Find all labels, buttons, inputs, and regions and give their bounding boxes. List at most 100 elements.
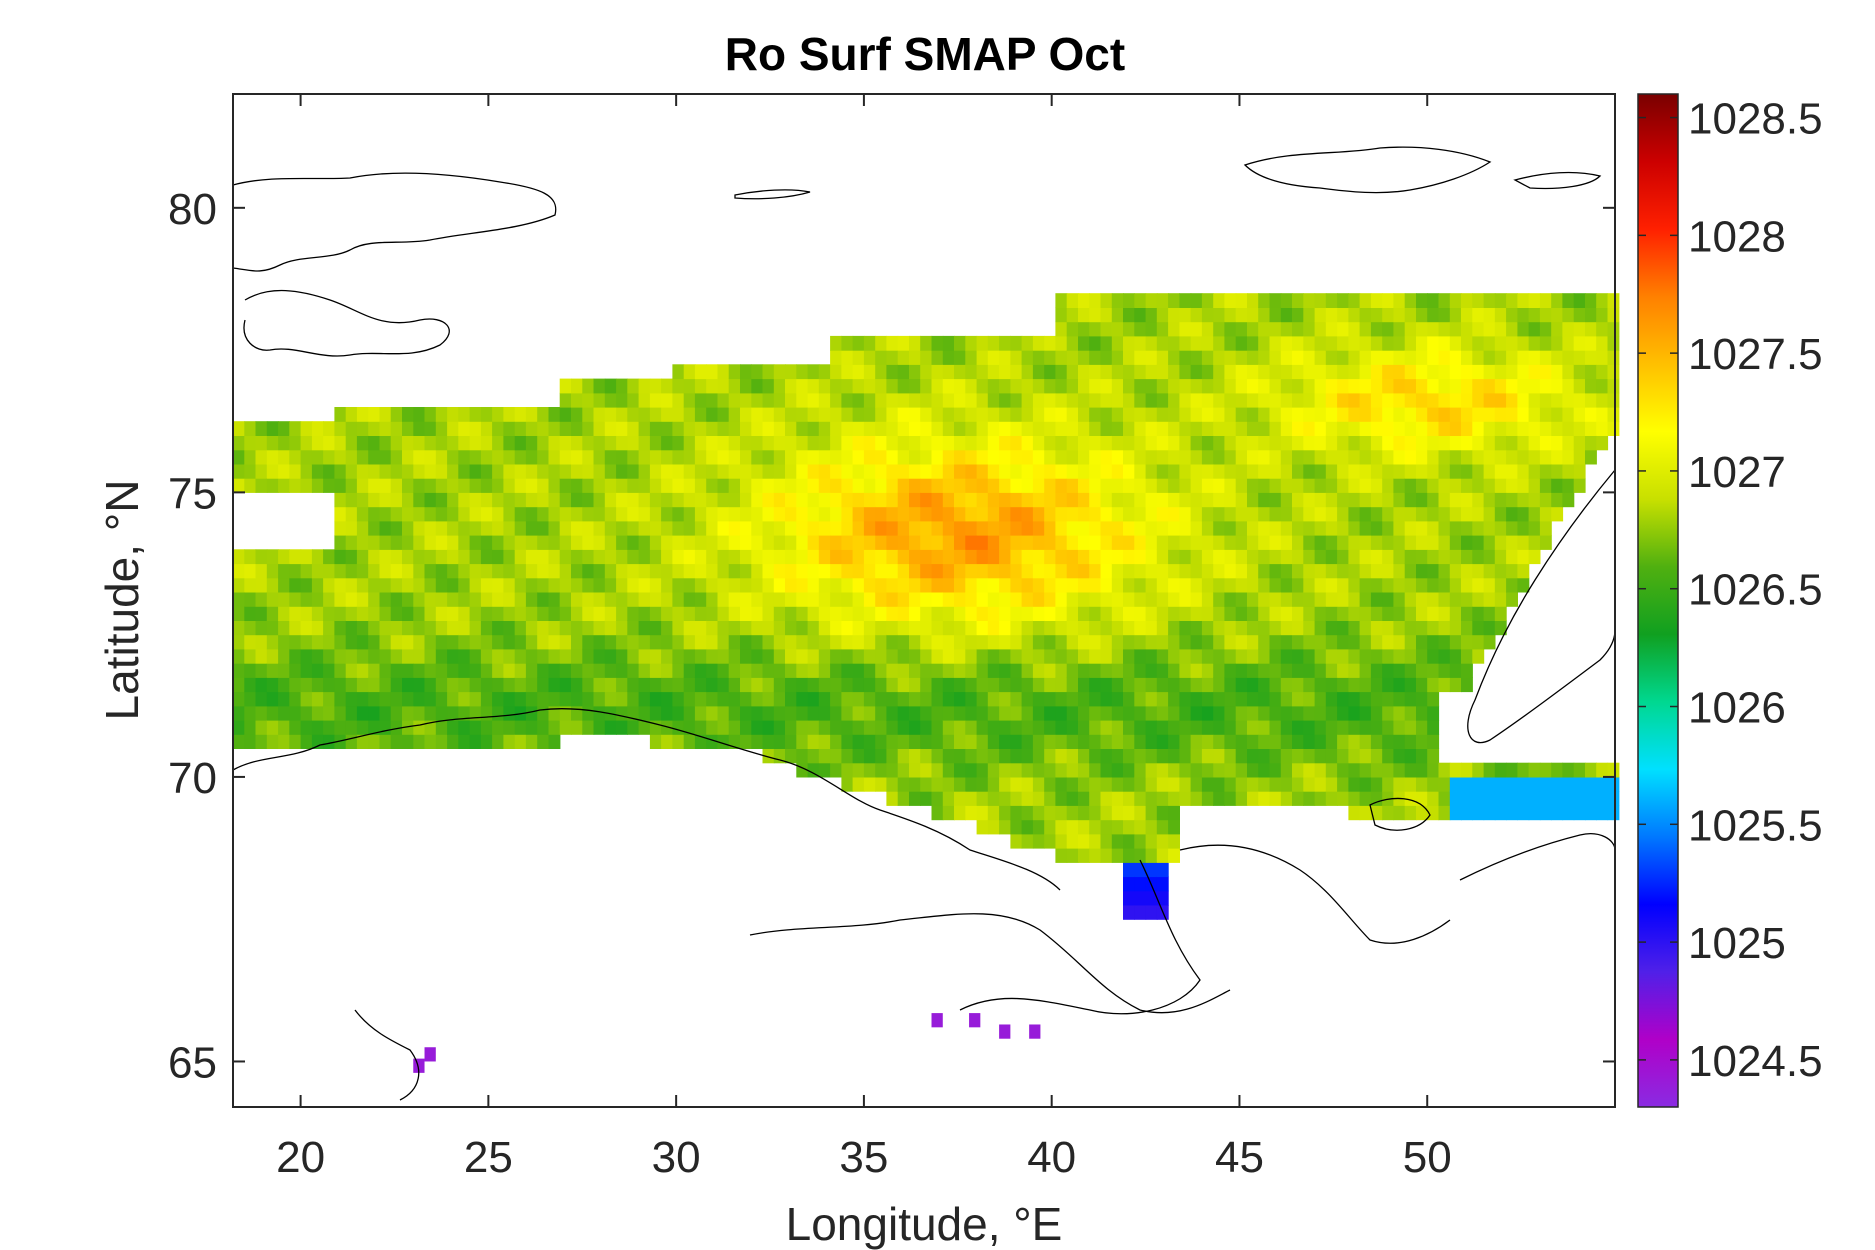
heatmap-cell bbox=[841, 577, 854, 593]
heatmap-cell bbox=[1573, 805, 1586, 821]
heatmap-cell bbox=[458, 720, 471, 735]
heatmap-cell bbox=[1111, 606, 1124, 621]
heatmap-cell bbox=[1348, 677, 1361, 693]
heatmap-cell bbox=[1029, 1024, 1041, 1039]
heatmap-cell bbox=[1258, 620, 1271, 636]
heatmap-cell bbox=[954, 606, 966, 621]
heatmap-cell bbox=[1247, 378, 1259, 394]
heatmap-cell bbox=[278, 691, 290, 707]
heatmap-cell bbox=[807, 606, 820, 621]
heatmap-cell bbox=[683, 435, 696, 451]
heatmap-cell bbox=[1179, 691, 1192, 707]
heatmap-cell bbox=[1449, 463, 1462, 479]
heatmap-cell bbox=[1359, 350, 1372, 365]
heatmap-cell bbox=[1528, 506, 1541, 522]
heatmap-cell bbox=[1314, 307, 1327, 323]
heatmap-cell bbox=[638, 463, 651, 479]
heatmap-cell bbox=[987, 392, 1000, 408]
heatmap-cell bbox=[1010, 392, 1023, 408]
heatmap-cell bbox=[1247, 577, 1259, 593]
heatmap-cell bbox=[390, 520, 403, 536]
heatmap-cell bbox=[1382, 435, 1395, 451]
heatmap-cell bbox=[954, 506, 966, 522]
heatmap-cell bbox=[830, 435, 842, 451]
heatmap-cell bbox=[582, 520, 595, 536]
heatmap-cell bbox=[604, 577, 617, 593]
heatmap-cell bbox=[987, 805, 1000, 821]
heatmap-cell bbox=[1303, 776, 1316, 792]
heatmap-cell bbox=[1596, 307, 1609, 323]
heatmap-cell bbox=[965, 592, 978, 607]
heatmap-cell bbox=[785, 748, 797, 764]
heatmap-cell bbox=[909, 463, 921, 479]
heatmap-cell bbox=[311, 705, 324, 721]
heatmap-cell bbox=[503, 492, 516, 508]
heatmap-cell bbox=[1190, 321, 1203, 337]
heatmap-cell bbox=[1044, 549, 1057, 565]
heatmap-cell bbox=[1337, 421, 1349, 436]
heatmap-cell bbox=[942, 677, 955, 693]
heatmap-cell bbox=[593, 520, 606, 536]
heatmap-cell bbox=[1269, 577, 1282, 593]
heatmap-cell bbox=[492, 620, 504, 636]
heatmap-cell bbox=[503, 449, 516, 465]
heatmap-cell bbox=[1145, 535, 1158, 550]
heatmap-cell bbox=[1055, 535, 1068, 550]
heatmap-cell bbox=[435, 463, 448, 479]
heatmap-cell bbox=[796, 364, 809, 380]
heatmap-cell bbox=[582, 549, 595, 565]
heatmap-cell bbox=[999, 606, 1011, 621]
heatmap-cell bbox=[1269, 563, 1282, 579]
heatmap-cell bbox=[1145, 421, 1158, 436]
heatmap-cell bbox=[694, 478, 707, 493]
heatmap-cell bbox=[931, 392, 944, 408]
heatmap-cell bbox=[627, 606, 640, 621]
heatmap-cell bbox=[435, 577, 448, 593]
heatmap-cell bbox=[1235, 407, 1248, 422]
heatmap-cell bbox=[1506, 762, 1518, 778]
heatmap-cell bbox=[1156, 805, 1169, 821]
heatmap-cell bbox=[627, 648, 640, 664]
heatmap-cell bbox=[356, 563, 369, 579]
heatmap-cell bbox=[1506, 549, 1518, 565]
heatmap-cell bbox=[796, 762, 809, 778]
heatmap-cell bbox=[1168, 791, 1180, 806]
heatmap-cell bbox=[683, 449, 696, 465]
heatmap-cell bbox=[458, 520, 471, 536]
heatmap-cell bbox=[796, 734, 809, 749]
heatmap-cell bbox=[1314, 762, 1327, 778]
heatmap-cell bbox=[1247, 705, 1259, 721]
heatmap-cell bbox=[1179, 478, 1192, 493]
heatmap-cell bbox=[469, 435, 482, 451]
heatmap-cell bbox=[965, 677, 978, 693]
heatmap-cell bbox=[525, 506, 538, 522]
heatmap-cell bbox=[1201, 378, 1214, 394]
heatmap-cell bbox=[1123, 563, 1135, 579]
heatmap-cell bbox=[875, 535, 888, 550]
heatmap-cell bbox=[582, 677, 595, 693]
heatmap-cell bbox=[649, 720, 662, 735]
heatmap-cell bbox=[1179, 776, 1192, 792]
heatmap-cell bbox=[1348, 762, 1361, 778]
heatmap-cell bbox=[931, 691, 944, 707]
heatmap-cell bbox=[1201, 307, 1214, 323]
heatmap-cell bbox=[852, 435, 865, 451]
heatmap-cell bbox=[965, 563, 978, 579]
heatmap-cell bbox=[875, 720, 888, 735]
heatmap-cell bbox=[1134, 620, 1147, 636]
heatmap-cell bbox=[969, 1013, 981, 1028]
heatmap-cell bbox=[424, 506, 437, 522]
heatmap-cell bbox=[773, 705, 786, 721]
heatmap-cell bbox=[345, 535, 358, 550]
heatmap-cell bbox=[694, 435, 707, 451]
heatmap-cell bbox=[1213, 577, 1226, 593]
heatmap-cell bbox=[1010, 677, 1023, 693]
heatmap-cell bbox=[728, 407, 741, 422]
heatmap-cell bbox=[683, 378, 696, 394]
heatmap-cell bbox=[1551, 378, 1564, 394]
heatmap-cell bbox=[1032, 648, 1045, 664]
heatmap-cell bbox=[661, 506, 673, 522]
heatmap-cell bbox=[818, 563, 831, 579]
heatmap-cell bbox=[999, 421, 1011, 436]
heatmap-cell bbox=[999, 407, 1011, 422]
